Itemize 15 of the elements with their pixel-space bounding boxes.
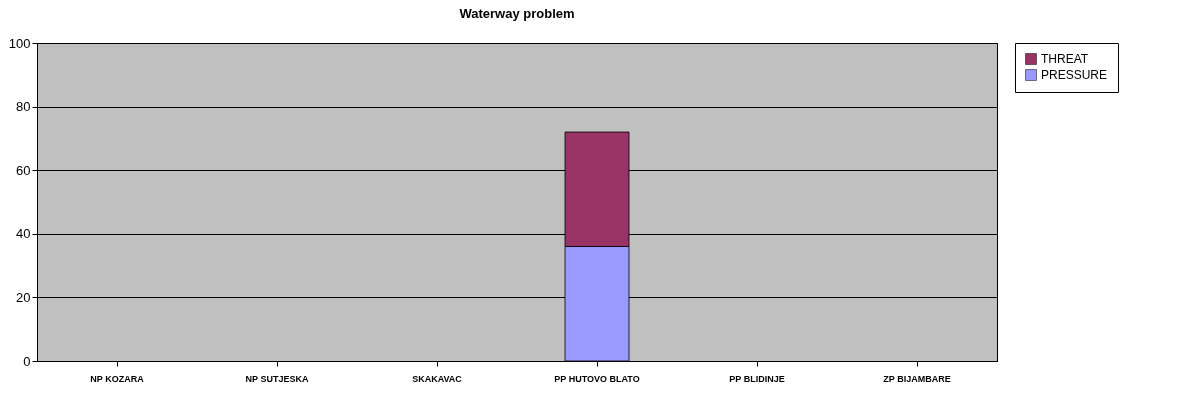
y-tick-label: 20 (16, 289, 31, 305)
x-tick-label: PP BLIDINJE (729, 373, 785, 384)
y-tick-label: 100 (8, 35, 31, 51)
y-tick-label: 80 (16, 99, 31, 115)
x-tick-label: PP HUTOVO BLATO (554, 373, 640, 384)
legend-label: THREAT (1041, 52, 1089, 66)
y-tick-label: 60 (16, 162, 31, 178)
chart-title: Waterway problem (459, 6, 575, 21)
x-tick-label: SKAKAVAC (412, 373, 463, 384)
x-tick-label: ZP BIJAMBARE (883, 373, 951, 384)
y-tick-label: 40 (16, 226, 31, 242)
x-tick-label: NP SUTJESKA (245, 373, 309, 384)
y-tick-label: 0 (23, 353, 31, 369)
legend-label: PRESSURE (1041, 68, 1108, 82)
x-tick-label: NP KOZARA (90, 373, 145, 384)
